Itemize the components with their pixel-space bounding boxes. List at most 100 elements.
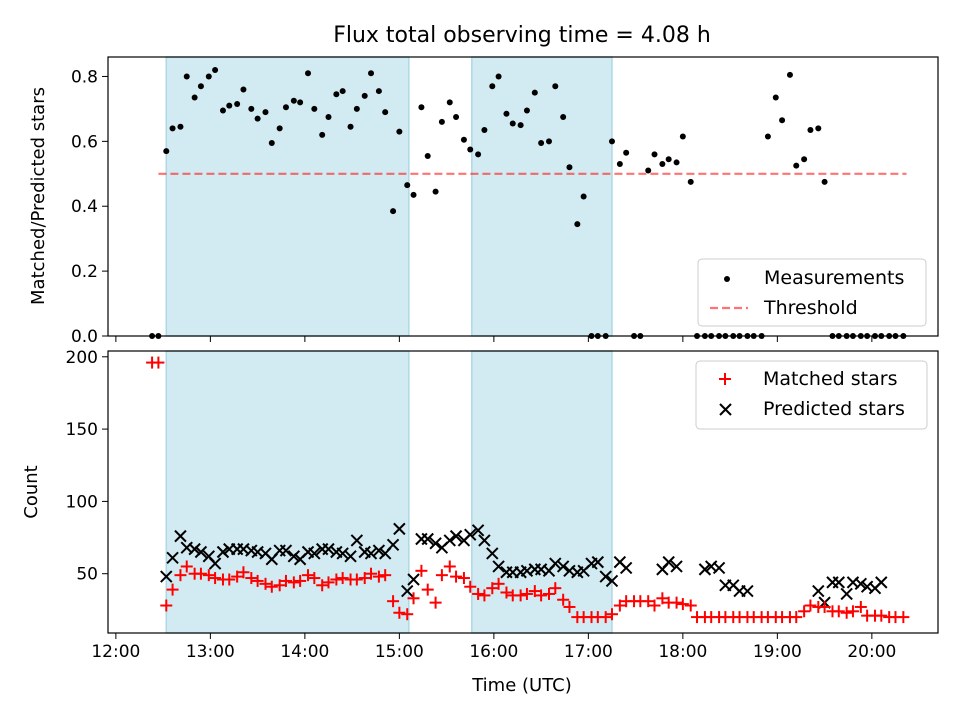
measurement-point [418, 104, 425, 111]
measurement-point [779, 117, 786, 124]
matched-point [302, 569, 315, 582]
predicted-point [308, 547, 321, 560]
top-y-axis-label: Matched/Predicted stars [28, 87, 49, 305]
y-tick-label: 0.0 [71, 327, 98, 347]
measurement-point [305, 70, 312, 77]
measurement-point [566, 164, 573, 171]
measurement-point [234, 101, 241, 108]
top-y-ticks: 0.0 0.2 0.4 0.6 0.8 [71, 67, 108, 347]
predicted-point [492, 560, 505, 573]
matched-point [429, 596, 442, 609]
matched-point [209, 572, 222, 585]
matched-point [287, 576, 300, 589]
measurement-point [248, 105, 255, 112]
measurement-point [538, 139, 545, 146]
predicted-point [832, 576, 845, 589]
matched-point [279, 574, 292, 587]
measurement-point [276, 125, 283, 132]
measurement-point [645, 167, 652, 174]
predicted-stars-series [160, 522, 888, 609]
measurement-point [772, 94, 779, 101]
matched-point [535, 589, 548, 602]
measurements-series [149, 66, 907, 339]
matched-point [514, 589, 527, 602]
matched-point [599, 611, 612, 624]
measurement-point [353, 105, 360, 112]
measurement-point [786, 71, 793, 78]
predicted-point [350, 534, 364, 547]
matched-point [421, 583, 434, 596]
y-tick-label: 0.2 [71, 262, 98, 282]
matched-point [605, 608, 618, 621]
matched-point [294, 574, 307, 587]
predicted-point [599, 570, 612, 583]
measurement-point [219, 107, 226, 114]
shaded-interval [471, 56, 613, 337]
predicted-point [208, 557, 222, 570]
y-tick-label: 0.6 [71, 132, 98, 152]
predicted-point [287, 550, 301, 563]
measurement-point [311, 105, 318, 112]
measurement-point [212, 66, 219, 73]
bottom-y-axis-label: Count [21, 465, 42, 518]
predicted-point [471, 524, 485, 537]
measurement-point [531, 89, 538, 96]
matched-point [875, 609, 888, 622]
measurement-point [432, 188, 439, 195]
matched-point [152, 356, 165, 369]
matched-point [407, 592, 420, 605]
measurement-point [375, 88, 382, 95]
measurement-point [574, 221, 581, 228]
measurement-point [339, 88, 346, 95]
bottom-plot-frame [107, 350, 939, 634]
predicted-point [712, 561, 726, 575]
x-tick-label: 12:00 [91, 642, 140, 662]
measurement-point [509, 120, 516, 127]
matched-point [330, 573, 343, 586]
matched-point [798, 605, 811, 618]
measurement-point [801, 156, 808, 163]
legend-matched-label: Matched stars [763, 368, 897, 390]
matched-point [472, 587, 485, 600]
measurement-point [368, 70, 375, 77]
predicted-point [364, 547, 378, 560]
measurement-point [651, 151, 658, 158]
measurement-point [333, 91, 340, 98]
x-tick-label: 20:00 [847, 642, 896, 662]
predicted-point [556, 560, 570, 573]
bottom-y-ticks: 50 100 150 200 [66, 348, 108, 585]
bottom-legend-box [695, 360, 928, 430]
chart-title: Flux total observing time = 4.08 h [333, 23, 711, 48]
measurement-point [580, 193, 587, 200]
bottom-x-ticks: 12:00 13:00 14:00 15:00 16:00 17:00 18:00 19:00… [91, 633, 896, 662]
measurement-point [616, 161, 623, 168]
matched-point [223, 573, 236, 586]
top-legend: Measurements Threshold [697, 258, 927, 327]
matched-point [401, 608, 414, 621]
measurement-point [523, 107, 530, 114]
measurement-point [659, 161, 666, 168]
predicted-point [875, 576, 888, 589]
matched-point [486, 582, 499, 595]
x-tick-label: 18:00 [658, 642, 707, 662]
x-tick-label: 13:00 [186, 642, 235, 662]
predicted-point [393, 522, 406, 536]
y-tick-label: 0.8 [71, 67, 98, 87]
y-tick-label: 50 [76, 565, 98, 585]
measurement-point [679, 133, 686, 140]
matched-stars-series [146, 356, 910, 624]
predicted-point [443, 534, 456, 547]
measurement-point [325, 114, 332, 121]
predicted-point [478, 534, 491, 547]
measurement-point [453, 114, 460, 121]
matched-point [202, 569, 215, 582]
matched-point [478, 589, 491, 602]
matched-point [642, 595, 655, 608]
matched-point [846, 605, 859, 618]
matched-point [372, 570, 385, 583]
y-tick-label: 200 [66, 348, 98, 368]
matched-point [160, 599, 173, 612]
measurement-point [467, 146, 474, 153]
measurement-point [297, 99, 304, 106]
y-tick-label: 150 [66, 420, 98, 440]
